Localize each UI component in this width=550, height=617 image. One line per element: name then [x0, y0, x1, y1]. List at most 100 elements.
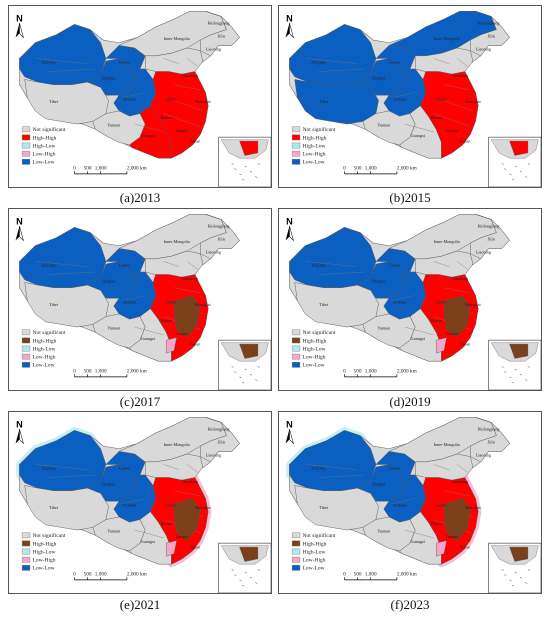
province-border	[305, 464, 358, 470]
legend-label: Low-Low	[33, 160, 55, 166]
province-label: Gansu	[119, 60, 131, 65]
legend-label: Not significant	[303, 126, 336, 133]
province-label: Guangxi	[411, 336, 426, 341]
legend-label: High-Low	[33, 143, 56, 149]
caption-c: (c)2017	[119, 394, 161, 409]
map-svg-f: Xinjiang Tibet Qinghai Gansu Sichuan Inner Mo…	[285, 416, 541, 593]
inset-island	[501, 569, 504, 571]
province-label: Inner Mongolia	[164, 36, 190, 41]
province-label: Liaoning	[206, 47, 222, 52]
province-label: Inner Mongolia	[434, 239, 460, 244]
legend: Not significant High-High High-Low Low-High…	[21, 126, 66, 166]
high-high-core	[173, 498, 201, 541]
province-label: Yunnan	[107, 529, 121, 534]
inset-island	[257, 569, 260, 571]
inset-island	[231, 163, 234, 165]
province-label: Shanghai	[465, 302, 481, 307]
legend-swatch	[21, 564, 31, 571]
province-border	[187, 58, 198, 67]
caption-b: (b)2015	[389, 190, 431, 205]
province-label: Gansu	[389, 466, 401, 471]
province-border	[457, 464, 468, 473]
inset-island	[234, 371, 237, 373]
legend-label: Low-Low	[303, 363, 325, 369]
region-east	[420, 71, 479, 159]
province-label: Gansu	[389, 263, 401, 268]
inset-island	[519, 171, 523, 173]
legend-swatch	[291, 142, 301, 149]
region-northeast	[470, 11, 510, 57]
inset-island	[501, 366, 504, 368]
province-label: Gansu	[119, 263, 131, 268]
inset-island	[519, 577, 523, 579]
province-label: Inner Mongolia	[164, 239, 190, 244]
province-label: Hunan	[161, 521, 173, 526]
legend-label: Not significant	[33, 329, 66, 336]
legend-swatch	[21, 329, 31, 336]
province-label: Heilongjiang	[478, 20, 501, 25]
legend-swatch	[291, 540, 301, 547]
province-label: Qinghai	[102, 75, 116, 80]
inset-island	[527, 163, 530, 165]
province-border	[187, 261, 198, 270]
caption-e: (e)2021	[119, 597, 161, 612]
scale-label: 2,000 km	[127, 571, 147, 577]
north-label: N	[286, 217, 293, 227]
province-label: Jiangxi	[446, 128, 459, 133]
inset-island	[255, 176, 258, 178]
province-border	[187, 464, 198, 473]
inset-island	[242, 584, 245, 587]
south-sea-inset	[218, 339, 271, 390]
north-arrow-right-icon	[289, 225, 294, 242]
province-label: Shandong	[181, 73, 199, 78]
north-arrow: N	[285, 14, 294, 39]
map-svg-e: Xinjiang Tibet Qinghai Gansu Sichuan Inner Mo…	[15, 416, 271, 593]
legend-label: Low-High	[33, 355, 56, 361]
province-label: Shanghai	[195, 302, 211, 307]
inset-island	[257, 366, 260, 368]
region-xinjiang	[19, 430, 107, 491]
north-arrow-left-icon	[285, 226, 290, 241]
region-northeast	[200, 417, 240, 463]
legend-swatch	[291, 361, 301, 368]
low-high-area	[436, 540, 447, 557]
map-panel-f: Xinjiang Tibet Qinghai Gansu Sichuan Inner Mo…	[278, 411, 542, 594]
legend-label: High-High	[33, 338, 57, 344]
north-label: N	[16, 420, 23, 430]
province-label: Jiangxi	[176, 128, 189, 133]
province-border	[391, 92, 416, 99]
province-label: Sichuan	[393, 502, 407, 507]
low-high-area	[436, 337, 447, 354]
inset-island	[242, 178, 245, 181]
legend-swatch	[291, 126, 301, 133]
region-north	[415, 47, 474, 75]
inset-island	[231, 569, 234, 571]
province-label: Jilin	[218, 33, 226, 38]
province-label: Hunan	[161, 318, 173, 323]
north-arrow: N	[15, 420, 24, 445]
province-label: Jilin	[488, 439, 496, 444]
legend-swatch	[21, 158, 31, 165]
inset-island	[244, 368, 247, 371]
province-label: Tibet	[319, 505, 329, 510]
legend-label: High-Low	[303, 346, 326, 352]
inset-island	[525, 379, 528, 381]
province-border	[35, 261, 88, 267]
scale-label: 2,000 km	[397, 571, 417, 577]
inset-cluster	[239, 546, 259, 562]
region-tibet	[24, 485, 109, 531]
north-arrow: N	[15, 14, 24, 39]
province-label: Xinjiang	[41, 263, 57, 268]
inset-island	[525, 176, 528, 178]
province-label: Xinjiang	[311, 263, 327, 268]
province-border	[48, 474, 96, 478]
province-label: Liaoning	[476, 47, 492, 52]
north-arrow-left-icon	[285, 23, 290, 38]
province-border	[391, 295, 416, 302]
legend-swatch	[21, 353, 31, 360]
region-north	[415, 250, 474, 278]
inset-cluster	[509, 546, 529, 562]
legend-label: Low-High	[303, 355, 326, 361]
caption-f: (f)2023	[390, 597, 430, 612]
province-border	[404, 123, 434, 133]
